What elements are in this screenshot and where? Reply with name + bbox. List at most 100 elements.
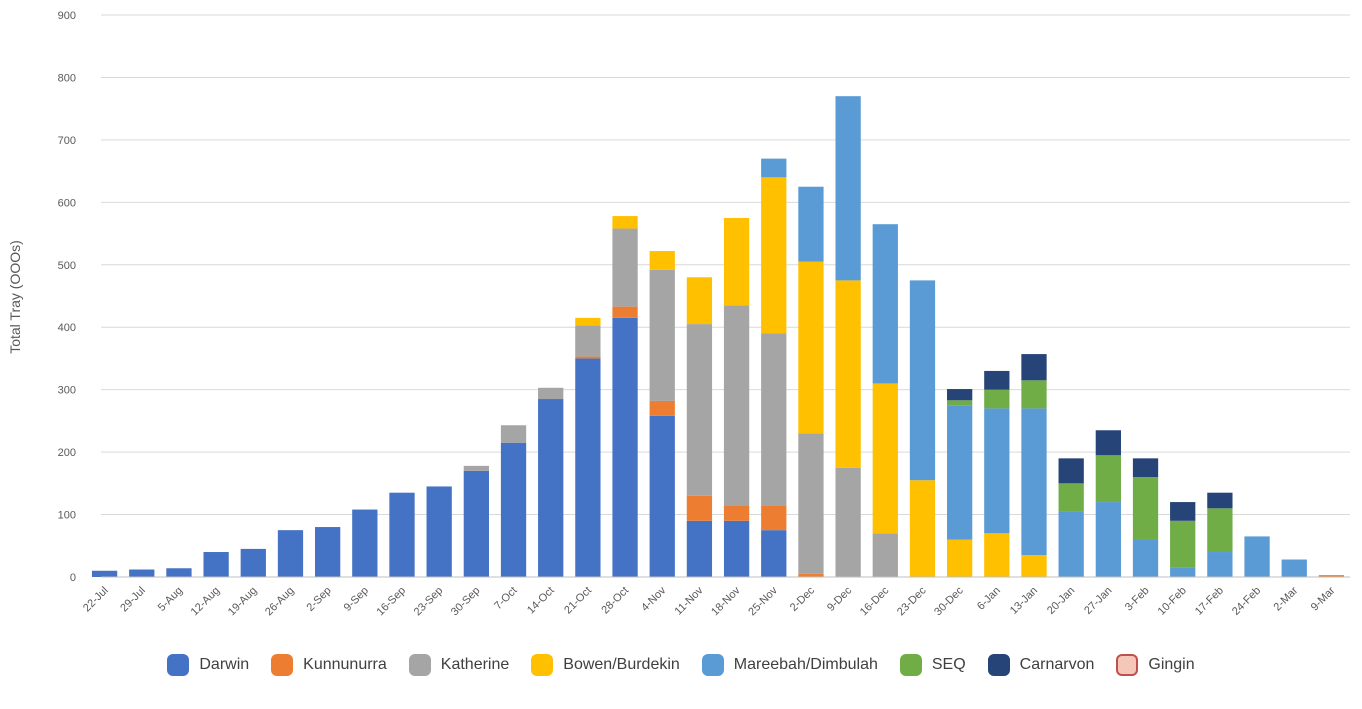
x-tick-label: 23-Dec (895, 584, 929, 618)
x-tick-label: 16-Dec (858, 584, 892, 618)
x-tick-label: 9-Sep (342, 585, 371, 614)
bar-segment (129, 569, 155, 577)
legend-item: Mareebah/Dimbulah (701, 654, 878, 676)
x-tick-label: 27-Jan (1082, 585, 1114, 617)
bar-stack (129, 569, 155, 577)
bar-segment (1207, 508, 1233, 553)
bar-segment (1244, 536, 1270, 577)
bar-segment (1021, 408, 1047, 556)
bar-segment (798, 433, 824, 574)
bar-segment (872, 224, 898, 384)
bar-segment (649, 269, 675, 401)
x-tick-label: 5-Aug (156, 585, 185, 614)
bar-segment (761, 158, 787, 178)
bar-stack (947, 389, 973, 577)
bar-segment (686, 520, 713, 577)
x-tick-label: 13-Jan (1008, 585, 1040, 617)
bar-segment (872, 533, 898, 577)
bar-stack (1170, 502, 1196, 577)
bar-stack (352, 509, 378, 577)
bar-segment (1058, 483, 1084, 512)
bar-segment (240, 548, 266, 577)
bar-segment (947, 400, 973, 406)
x-tick-label: 4-Nov (639, 584, 669, 614)
bar-segment (1207, 552, 1233, 577)
y-axis-ticks: 0 100 200 300 400 500 600 700 800 900 (58, 10, 76, 584)
bar-segment (426, 486, 452, 577)
bar-segment (538, 399, 564, 577)
x-tick-label: 16-Sep (375, 585, 409, 619)
bar-segment (947, 405, 973, 540)
legend-label: Katherine (440, 656, 510, 673)
y-tick-label: 800 (58, 72, 76, 84)
bar-segment (909, 480, 936, 577)
legend-swatch (1116, 654, 1139, 676)
legend-swatch (408, 654, 431, 676)
bar-segment (612, 317, 638, 577)
bar-segment (686, 277, 713, 325)
bar-segment (166, 568, 192, 577)
bar-stack (91, 570, 118, 577)
y-tick-label: 700 (58, 135, 76, 147)
bar-segment (1058, 458, 1084, 484)
bar-segment (1132, 539, 1159, 577)
bar-segment (723, 505, 750, 521)
bar-segment (463, 470, 489, 577)
bar-segment (761, 177, 787, 334)
x-tick-label: 17-Feb (1193, 585, 1226, 618)
bar-segment (798, 186, 824, 262)
stacked-bar-chart: 0 100 200 300 400 500 600 700 800 900 22-Jul 29-Ju… (7, 10, 1350, 618)
bar-segment (1132, 458, 1159, 478)
bar-segment (1058, 511, 1084, 577)
legend-item: Darwin (167, 654, 249, 676)
x-tick-label: 23-Sep (412, 585, 446, 619)
legend-label: Mareebah/Dimbulah (733, 656, 878, 673)
bar-stack (463, 465, 489, 577)
bar-segment (1021, 354, 1047, 381)
legend-item: Kunnunurra (271, 654, 387, 676)
bar-stack (984, 370, 1010, 577)
bar-stack (686, 277, 713, 577)
legend-label: SEQ (931, 656, 966, 673)
y-tick-label: 100 (58, 510, 76, 522)
x-tick-label: 18-Nov (709, 584, 743, 618)
bar-stack (240, 548, 266, 577)
bar-segment (723, 217, 750, 306)
bar-segment (91, 570, 118, 577)
x-tick-label: 7-Oct (492, 585, 520, 613)
bar-segment (947, 539, 973, 577)
legend-swatch (167, 654, 190, 676)
y-axis-label: Total Tray (OOOs) (7, 240, 23, 354)
bar-stack (1021, 354, 1047, 577)
bar-segment (612, 306, 638, 318)
bar-segment (315, 527, 341, 577)
bar-segment (1021, 555, 1047, 577)
x-tick-label: 24-Feb (1230, 585, 1263, 618)
bar-stack (1318, 575, 1345, 577)
bar-stacks (91, 96, 1345, 577)
bar-segment (575, 317, 601, 326)
bar-segment (872, 383, 898, 534)
bar-segment (352, 509, 378, 577)
x-tick-label: 21-Oct (562, 585, 594, 617)
x-tick-label: 20-Jan (1045, 585, 1077, 617)
bar-stack (909, 280, 936, 577)
bar-segment (538, 387, 564, 400)
bar-segment (1095, 502, 1121, 577)
x-tick-label: 25-Nov (746, 584, 780, 618)
legend-label: Bowen/Burdekin (563, 656, 680, 673)
legend: Darwin Kunnunurra Katherine Bowen/Burdekin M… (0, 650, 1362, 680)
bar-stack (872, 224, 898, 577)
x-tick-label: 12-Aug (189, 585, 223, 619)
x-tick-label: 9-Dec (825, 584, 855, 614)
y-tick-label: 200 (58, 447, 76, 459)
bar-segment (835, 280, 861, 468)
bar-stack (1132, 458, 1159, 577)
bar-segment (984, 370, 1010, 390)
legend-label: Darwin (199, 656, 250, 673)
bar-segment (1207, 492, 1233, 509)
x-axis-ticks: 22-Jul 29-Jul 5-Aug 12-Aug 19-Aug 26-Aug 2-Sep… (81, 584, 1338, 618)
bar-segment (686, 324, 713, 496)
bar-stack (203, 552, 229, 577)
bar-stack (835, 96, 861, 577)
